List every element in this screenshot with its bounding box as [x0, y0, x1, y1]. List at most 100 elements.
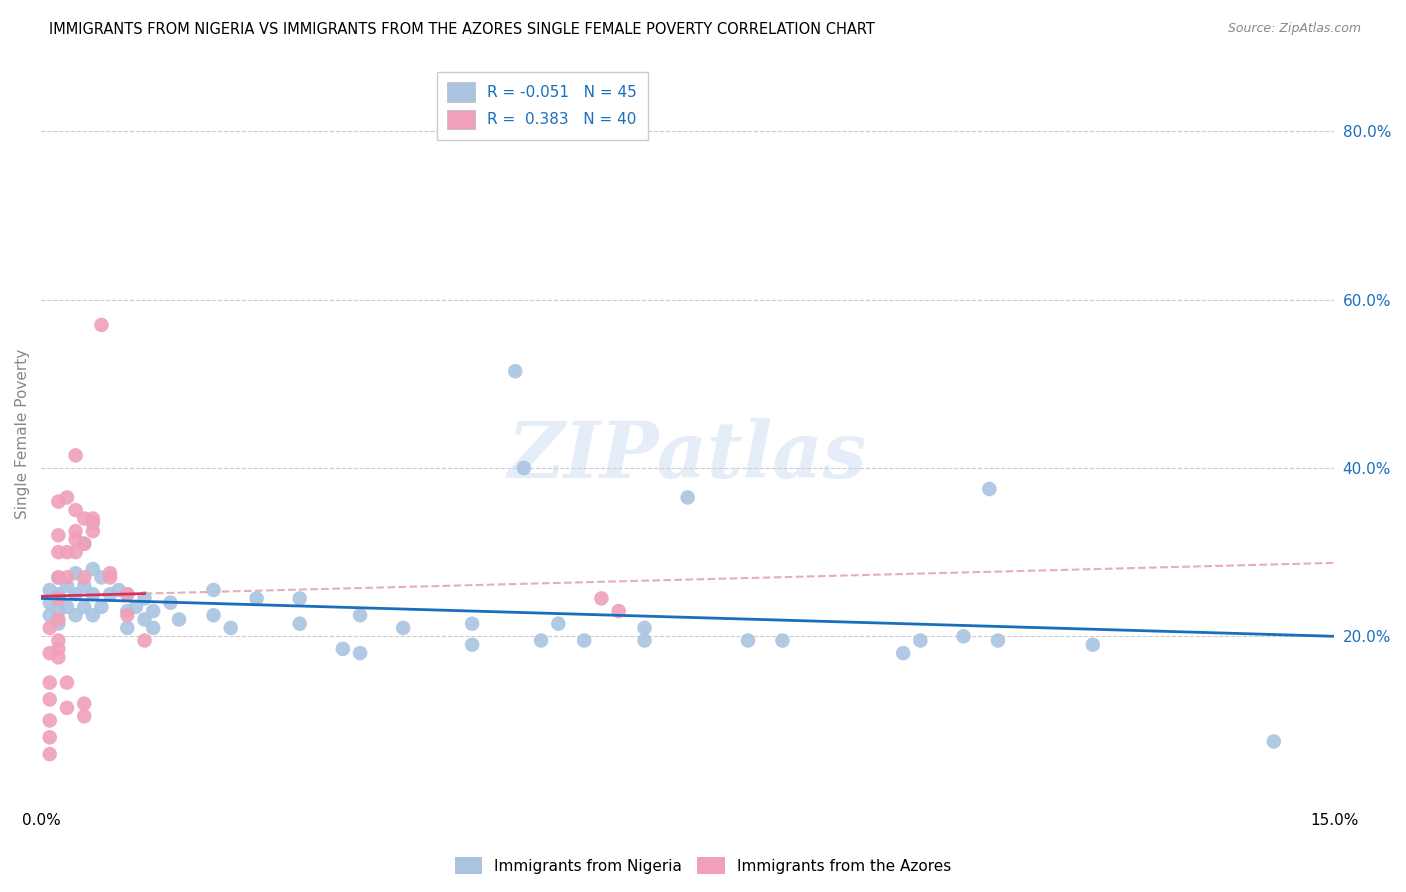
Point [48, 494, 70, 508]
Point [979, 482, 1001, 496]
Point [65, 545, 87, 559]
Point [56, 491, 79, 505]
Point [246, 591, 269, 606]
Point [82, 562, 104, 576]
Legend: R = -0.051   N = 45, R =  0.383   N = 40: R = -0.051 N = 45, R = 0.383 N = 40 [437, 71, 648, 140]
Text: IMMIGRANTS FROM NIGERIA VS IMMIGRANTS FROM THE AZORES SINGLE FEMALE POVERTY CORR: IMMIGRANTS FROM NIGERIA VS IMMIGRANTS FR… [49, 22, 875, 37]
Point [65, 608, 87, 623]
Y-axis label: Single Female Poverty: Single Female Poverty [15, 349, 30, 519]
Point [107, 582, 129, 597]
Point [676, 491, 699, 505]
Point [48, 633, 70, 648]
Point [56, 701, 79, 715]
Point [591, 591, 613, 606]
Point [737, 633, 759, 648]
Point [910, 633, 932, 648]
Point [98, 570, 121, 584]
Point [98, 566, 121, 581]
Point [117, 587, 139, 601]
Point [219, 621, 242, 635]
Point [117, 604, 139, 618]
Point [125, 599, 148, 614]
Point [117, 587, 139, 601]
Point [82, 516, 104, 530]
Point [48, 545, 70, 559]
Point [142, 621, 165, 635]
Point [392, 621, 415, 635]
Text: ZIPatlas: ZIPatlas [508, 418, 868, 495]
Point [38, 646, 60, 660]
Point [38, 608, 60, 623]
Point [56, 599, 79, 614]
Point [48, 641, 70, 656]
Point [38, 714, 60, 728]
Point [56, 675, 79, 690]
Point [73, 570, 96, 584]
Point [73, 537, 96, 551]
Point [607, 604, 630, 618]
Point [82, 608, 104, 623]
Point [73, 709, 96, 723]
Point [38, 596, 60, 610]
Point [633, 633, 655, 648]
Point [90, 318, 112, 332]
Point [90, 570, 112, 584]
Point [633, 621, 655, 635]
Point [952, 629, 974, 643]
Point [332, 641, 354, 656]
Point [349, 608, 371, 623]
Point [1081, 638, 1104, 652]
Point [987, 633, 1010, 648]
Point [891, 646, 914, 660]
Point [117, 608, 139, 623]
Point [82, 524, 104, 538]
Point [38, 675, 60, 690]
Point [65, 566, 87, 581]
Point [65, 533, 87, 547]
Point [159, 596, 181, 610]
Point [73, 579, 96, 593]
Point [461, 638, 484, 652]
Point [202, 582, 225, 597]
Point [98, 587, 121, 601]
Point [48, 604, 70, 618]
Point [73, 697, 96, 711]
Point [56, 579, 79, 593]
Point [1263, 734, 1285, 748]
Point [56, 545, 79, 559]
Legend: Immigrants from Nigeria, Immigrants from the Azores: Immigrants from Nigeria, Immigrants from… [449, 851, 957, 880]
Point [38, 747, 60, 761]
Point [461, 616, 484, 631]
Point [288, 591, 311, 606]
Point [574, 633, 596, 648]
Point [48, 570, 70, 584]
Point [65, 524, 87, 538]
Point [48, 528, 70, 542]
Point [48, 612, 70, 626]
Point [288, 616, 311, 631]
Point [530, 633, 553, 648]
Point [38, 731, 60, 745]
Point [349, 646, 371, 660]
Point [38, 582, 60, 597]
Point [503, 364, 526, 378]
Point [772, 633, 794, 648]
Point [202, 608, 225, 623]
Point [167, 612, 190, 626]
Point [117, 621, 139, 635]
Point [48, 570, 70, 584]
Point [65, 449, 87, 463]
Point [73, 537, 96, 551]
Point [134, 591, 156, 606]
Point [82, 587, 104, 601]
Point [73, 511, 96, 525]
Point [56, 570, 79, 584]
Point [48, 650, 70, 665]
Point [48, 587, 70, 601]
Point [48, 616, 70, 631]
Point [513, 461, 536, 475]
Point [38, 692, 60, 706]
Point [142, 604, 165, 618]
Point [38, 621, 60, 635]
Point [134, 612, 156, 626]
